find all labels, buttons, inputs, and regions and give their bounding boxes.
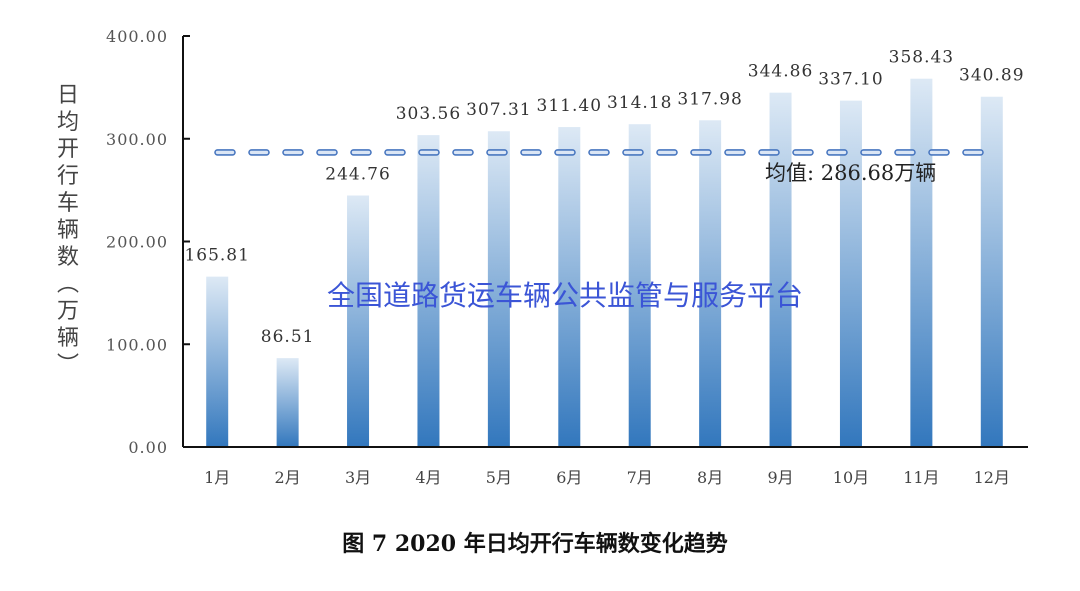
bar-1月 xyxy=(206,276,229,447)
data-label: 86.51 xyxy=(261,327,315,347)
bar-4月 xyxy=(417,135,440,447)
mean-line-dash xyxy=(452,149,474,156)
mean-line xyxy=(214,149,984,156)
bar-8月 xyxy=(699,120,722,448)
data-label: 307.31 xyxy=(466,100,531,120)
mean-label: 均值: 286.68万辆 xyxy=(765,161,936,185)
mean-line-dash xyxy=(860,149,882,156)
chart-title: 图 7 2020 年日均开行车辆数变化趋势 xyxy=(342,531,728,557)
mean-line-dash xyxy=(724,149,746,156)
mean-line-dash xyxy=(928,149,950,156)
mean-line-dash xyxy=(282,149,304,156)
mean-line-dash xyxy=(486,149,508,156)
mean-line-dash xyxy=(622,149,644,156)
x-tick-label: 2月 xyxy=(275,468,301,487)
bar-12月 xyxy=(980,96,1003,447)
mean-line-dash xyxy=(792,149,814,156)
bar-7月 xyxy=(628,124,651,447)
bar-6月 xyxy=(558,127,581,447)
watermark: 全国道路货运车辆公共监管与服务平台 xyxy=(327,279,803,312)
data-label: 337.10 xyxy=(818,70,883,90)
y-tick-label: 100.00 xyxy=(106,335,168,354)
y-tick-label: 200.00 xyxy=(106,233,168,252)
data-label: 358.43 xyxy=(889,48,954,68)
x-tick-label: 5月 xyxy=(486,468,512,487)
mean-line-dash xyxy=(758,149,780,156)
x-tick-label: 12月 xyxy=(974,468,1010,487)
bars-group xyxy=(206,78,1003,448)
y-tick-label: 0.00 xyxy=(128,438,168,457)
mean-line-dash xyxy=(656,149,678,156)
mean-line-dash xyxy=(588,149,610,156)
mean-line-dash xyxy=(894,149,916,156)
mean-line-dash xyxy=(826,149,848,156)
bar-3月 xyxy=(347,195,370,447)
mean-line-dash xyxy=(962,149,984,156)
mean-line-dash xyxy=(316,149,338,156)
mean-line-dash xyxy=(384,149,406,156)
bar-5月 xyxy=(487,131,510,448)
mean-line-dash xyxy=(554,149,576,156)
data-label: 244.76 xyxy=(325,165,390,185)
data-label: 340.89 xyxy=(959,66,1024,86)
data-label: 165.81 xyxy=(184,246,249,266)
x-tick-label: 7月 xyxy=(627,468,653,487)
data-label: 311.40 xyxy=(537,96,602,116)
data-label: 317.98 xyxy=(677,89,742,109)
bar-11月 xyxy=(910,78,933,448)
x-tick-label: 4月 xyxy=(415,468,441,487)
x-tick-label: 9月 xyxy=(767,468,793,487)
mean-line-dash xyxy=(248,149,270,156)
data-labels-group: 165.81 86.51 244.76 303.56 307.31 311.40 314.1… xyxy=(184,48,1024,347)
x-tick-label: 1月 xyxy=(204,468,230,487)
x-tick-label: 8月 xyxy=(697,468,723,487)
mean-line-dash xyxy=(350,149,372,156)
bar-10月 xyxy=(839,100,862,447)
mean-line-dash xyxy=(520,149,542,156)
data-label: 344.86 xyxy=(748,62,813,82)
mean-line-dash xyxy=(214,149,236,156)
data-label: 314.18 xyxy=(607,93,672,113)
bar-9月 xyxy=(769,92,792,448)
y-tick-label: 400.00 xyxy=(106,27,168,46)
bar-2月 xyxy=(276,358,299,447)
x-labels-group: 1月 2月 3月 4月 5月 6月 7月 8月 9月 10月 11月 12月 xyxy=(204,468,1010,487)
y-axis-label: 日均开行车辆数︵万辆︶ xyxy=(57,83,79,378)
x-tick-label: 6月 xyxy=(556,468,582,487)
mean-line-dash xyxy=(418,149,440,156)
data-label: 303.56 xyxy=(396,104,461,124)
x-tick-label: 11月 xyxy=(903,468,939,487)
y-ticks-group: 0.00 100.00 200.00 300.00 400.00 xyxy=(106,27,190,457)
y-tick-label: 300.00 xyxy=(106,130,168,149)
mean-line-dash xyxy=(690,149,712,156)
x-tick-label: 3月 xyxy=(345,468,371,487)
x-tick-label: 10月 xyxy=(833,468,869,487)
